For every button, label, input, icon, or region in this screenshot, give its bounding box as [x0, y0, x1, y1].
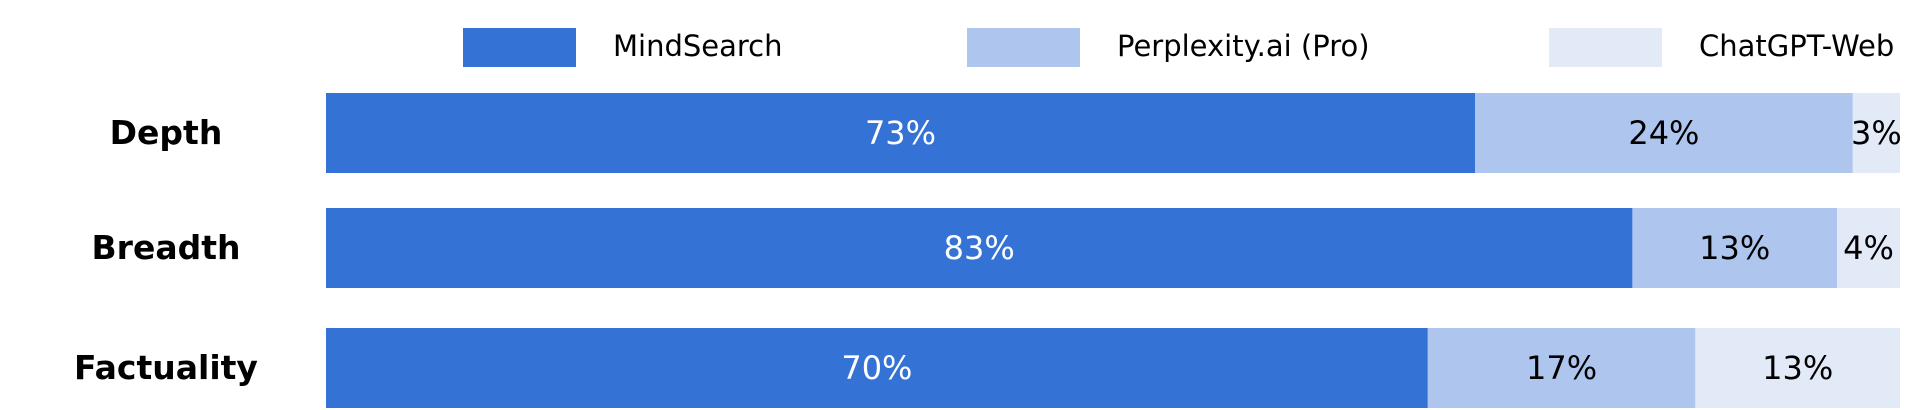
- data-label-breadth-chatgpt-web: 4%: [1843, 229, 1894, 267]
- category-label-factuality: Factuality: [74, 348, 258, 387]
- bar-breadth-chatgpt-web: [1837, 208, 1900, 288]
- category-label-breadth: Breadth: [92, 228, 241, 267]
- bar-factuality-chatgpt-web: [1695, 328, 1900, 408]
- y-axis-labels: Depth Breadth Factuality: [74, 113, 258, 387]
- data-label-depth-perplexity-ai-pro: 24%: [1628, 114, 1699, 152]
- data-label-factuality-chatgpt-web: 13%: [1762, 349, 1833, 387]
- bar-breadth-perplexity-ai-pro: [1632, 208, 1838, 288]
- bar-depth-perplexity-ai-pro: [1475, 93, 1853, 173]
- bar-factuality-mindsearch: [326, 328, 1428, 408]
- data-label-breadth-perplexity-ai-pro: 13%: [1699, 229, 1770, 267]
- legend-label-mindsearch: MindSearch: [613, 29, 783, 63]
- bars: 73% 24% 3% 83% 13% 4% 70% 17% 13%: [326, 93, 1902, 408]
- data-label-breadth-mindsearch: 83%: [944, 229, 1015, 267]
- legend-label-chatgpt-web: ChatGPT-Web: [1699, 29, 1894, 63]
- legend-swatch-mindsearch: [463, 28, 576, 67]
- data-label-depth-chatgpt-web: 3%: [1851, 114, 1902, 152]
- legend-label-perplexity-ai-pro: Perplexity.ai (Pro): [1117, 29, 1370, 63]
- legend-swatch-perplexity-ai-pro: [967, 28, 1080, 67]
- bar-factuality-perplexity-ai-pro: [1427, 328, 1696, 408]
- data-label-factuality-mindsearch: 70%: [841, 349, 912, 387]
- data-label-depth-mindsearch: 73%: [865, 114, 936, 152]
- bar-breadth-mindsearch: [326, 208, 1633, 288]
- data-label-factuality-perplexity-ai-pro: 17%: [1526, 349, 1597, 387]
- bar-depth-chatgpt-web: [1852, 93, 1900, 173]
- legend-swatch-chatgpt-web: [1549, 28, 1662, 67]
- legend: MindSearch Perplexity.ai (Pro) ChatGPT-Web: [463, 28, 1894, 67]
- category-label-depth: Depth: [110, 113, 223, 152]
- bar-depth-mindsearch: [326, 93, 1476, 173]
